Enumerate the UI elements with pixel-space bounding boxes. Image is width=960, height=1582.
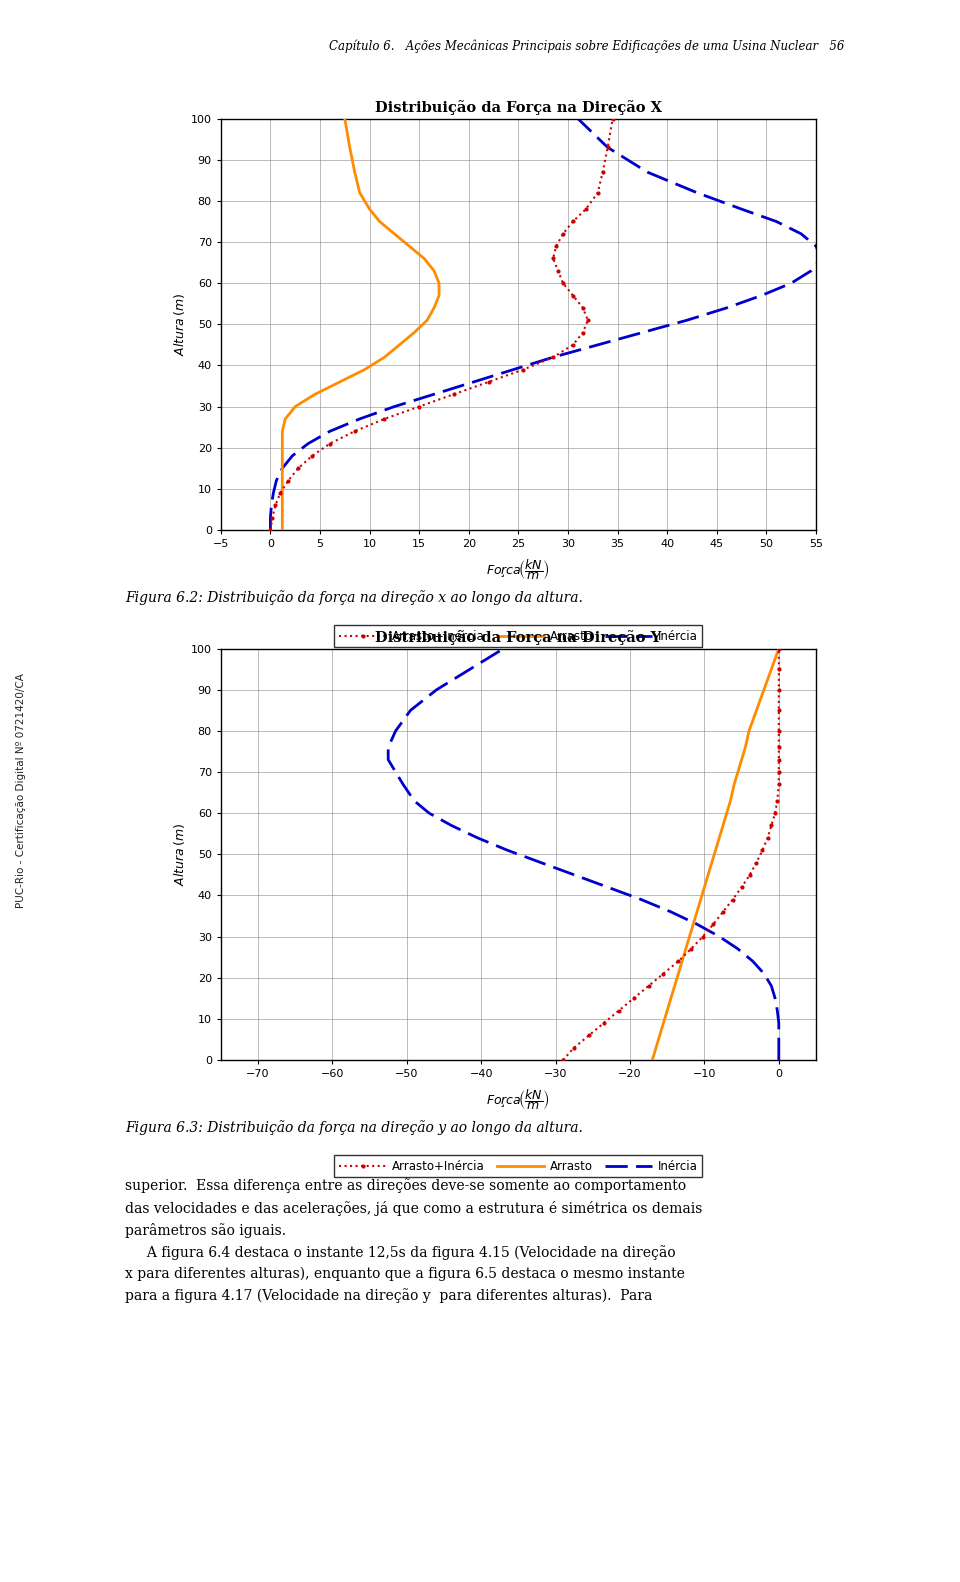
Text: PUC-Rio - Certificação Digital Nº 0721420/CA: PUC-Rio - Certificação Digital Nº 072142…: [16, 674, 26, 908]
Y-axis label: $\mathit{Altura\,(m)}$: $\mathit{Altura\,(m)}$: [172, 823, 186, 886]
Text: Capítulo 6.   Ações Mecânicas Principais sobre Edificações de uma Usina Nuclear : Capítulo 6. Ações Mecânicas Principais s…: [329, 40, 845, 54]
Text: Figura 6.3: Distribuição da força na direção y ao longo da altura.: Figura 6.3: Distribuição da força na dir…: [125, 1120, 583, 1134]
Title: Distribuição da Força na Direção X: Distribuição da Força na Direção X: [375, 100, 661, 115]
Legend: Arrasto+Inércia, Arrasto, Inércia: Arrasto+Inércia, Arrasto, Inércia: [334, 625, 703, 647]
X-axis label: $\mathit{For\c{c}a}\!\left(\dfrac{kN}{m}\right)$: $\mathit{For\c{c}a}\!\left(\dfrac{kN}{m}…: [487, 557, 550, 582]
Text: superior.  Essa diferença entre as direções deve-se somente ao comportamento
das: superior. Essa diferença entre as direçõ…: [125, 1179, 702, 1304]
Legend: Arrasto+Inércia, Arrasto, Inércia: Arrasto+Inércia, Arrasto, Inércia: [334, 1155, 703, 1177]
Text: Figura 6.2: Distribuição da força na direção x ao longo da altura.: Figura 6.2: Distribuição da força na dir…: [125, 590, 583, 604]
Title: Distribuição da Força na Direção Y: Distribuição da Força na Direção Y: [375, 630, 661, 645]
Y-axis label: $\mathit{Altura\,(m)}$: $\mathit{Altura\,(m)}$: [172, 293, 186, 356]
X-axis label: $\mathit{For\c{c}a}\!\left(\dfrac{kN}{m}\right)$: $\mathit{For\c{c}a}\!\left(\dfrac{kN}{m}…: [487, 1087, 550, 1112]
